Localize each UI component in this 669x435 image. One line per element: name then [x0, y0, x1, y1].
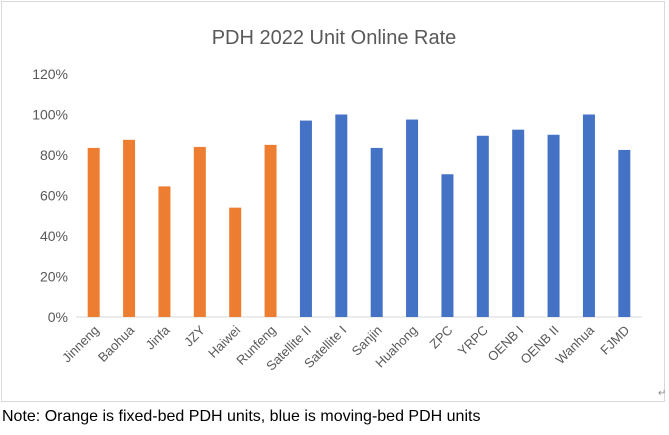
x-tick-label: ZPC — [427, 323, 456, 352]
x-tick-label: Baohua — [95, 322, 138, 365]
y-tick-label: 20% — [40, 269, 68, 285]
bar — [229, 207, 242, 317]
bar — [87, 147, 100, 317]
x-tick-label: FJMD — [597, 323, 632, 358]
bar — [370, 147, 383, 317]
paragraph-mark: ↵ — [658, 388, 667, 399]
y-tick-label: 40% — [40, 228, 68, 244]
bar — [123, 139, 136, 317]
x-tick-label: Jinneng — [59, 323, 102, 366]
bar — [193, 146, 206, 317]
y-tick-label: 80% — [40, 147, 68, 163]
bar — [547, 134, 560, 317]
footnote: Note: Orange is fixed-bed PDH units, blu… — [2, 408, 481, 425]
bar-chart: PDH 2022 Unit Online Rate 0% 20% 40% 60% 80%… — [32, 27, 642, 374]
bar — [299, 120, 312, 317]
y-tick-label: 120% — [32, 66, 68, 82]
x-tick-label: JZY — [181, 322, 208, 349]
bar — [264, 144, 277, 317]
y-tick-label: 60% — [40, 188, 68, 204]
bar — [158, 186, 171, 317]
bars — [87, 114, 631, 317]
bar — [582, 114, 595, 317]
bar — [406, 119, 419, 317]
x-tick-label: Jinfa — [143, 322, 174, 353]
bar — [512, 129, 525, 317]
bar — [618, 149, 631, 317]
y-tick-label: 0% — [48, 309, 68, 325]
y-axis-ticks: 0% 20% 40% 60% 80% 100% 120% — [32, 66, 68, 325]
bar — [476, 135, 489, 317]
x-tick-label: Wanhua — [553, 322, 598, 367]
bar — [441, 174, 454, 317]
bar — [335, 114, 348, 317]
y-tick-label: 100% — [32, 107, 68, 123]
chart-title: PDH 2022 Unit Online Rate — [212, 27, 457, 49]
